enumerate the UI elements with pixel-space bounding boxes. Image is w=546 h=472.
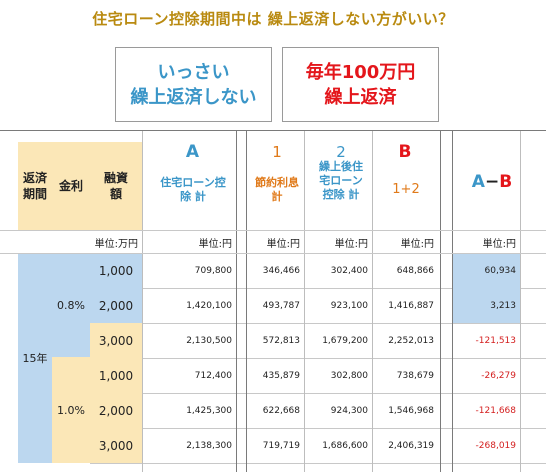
unit-man-yen: 単位:万円 bbox=[94, 239, 138, 250]
option-prepay-box: 毎年100万円 繰上返済 bbox=[282, 47, 439, 122]
col-diff-b: B bbox=[499, 172, 513, 192]
divider-1 bbox=[246, 130, 247, 472]
row-divider bbox=[90, 288, 546, 289]
header-financing: 融資額 bbox=[90, 142, 142, 230]
cell-a: 712,400 bbox=[194, 370, 232, 381]
cell-c2: 923,100 bbox=[330, 300, 368, 311]
row-divider bbox=[90, 393, 546, 394]
row-divider bbox=[90, 358, 546, 359]
cell-c1: 622,668 bbox=[262, 405, 300, 416]
col-diff-header: A−B bbox=[452, 172, 532, 192]
unit-col-b: 単位:円 bbox=[400, 239, 434, 250]
row-divider bbox=[90, 463, 546, 464]
cell-diff: -121,513 bbox=[475, 335, 516, 346]
cell-b: 1,416,887 bbox=[388, 300, 434, 311]
option-a-line1: いっさい bbox=[157, 61, 230, 83]
unit-bottom-line bbox=[0, 253, 546, 254]
amount-cell: 1,000 bbox=[90, 358, 142, 393]
col-2-letter: 2 bbox=[336, 143, 346, 161]
amount-cell: 1,000 bbox=[90, 253, 142, 288]
divider-3 bbox=[372, 130, 373, 472]
cell-c2: 924,300 bbox=[330, 405, 368, 416]
page-title: 住宅ローン控除期間中は 繰上返済しない方がいい？ bbox=[92, 10, 454, 28]
cell-b: 738,679 bbox=[396, 370, 434, 381]
divider-amount bbox=[142, 130, 143, 472]
divider-right bbox=[520, 130, 521, 472]
col-b-label: 1+2 bbox=[392, 182, 420, 197]
row-divider bbox=[90, 323, 546, 324]
col-diff-dash: − bbox=[484, 172, 500, 192]
option-b-line1: 毎年100万円 bbox=[305, 61, 416, 83]
unit-col-2: 単位:円 bbox=[334, 239, 368, 250]
option-a-line2: 繰上返済しない bbox=[130, 86, 257, 108]
col-1-label: 節約利息 計 bbox=[255, 176, 299, 203]
cell-a: 1,420,100 bbox=[186, 300, 232, 311]
cell-b: 648,866 bbox=[396, 265, 434, 276]
amount-cell: 3,000 bbox=[90, 428, 142, 463]
cell-c1: 719,719 bbox=[262, 440, 300, 451]
cell-a: 1,425,300 bbox=[186, 405, 232, 416]
header-rate: 金利 bbox=[52, 142, 90, 230]
cell-diff: 3,213 bbox=[452, 288, 520, 323]
unit-col-diff: 単位:円 bbox=[482, 239, 516, 250]
cell-diff: -268,019 bbox=[475, 440, 516, 451]
col-diff-a: A bbox=[471, 172, 485, 192]
cell-a: 2,138,300 bbox=[186, 440, 232, 451]
cell-a: 2,130,500 bbox=[186, 335, 232, 346]
row-divider bbox=[90, 428, 546, 429]
option-b-line2: 繰上返済 bbox=[324, 86, 397, 108]
cell-b: 1,546,968 bbox=[388, 405, 434, 416]
col-1-letter: 1 bbox=[272, 143, 282, 161]
amount-cell: 2,000 bbox=[90, 288, 142, 323]
unit-col-a: 単位:円 bbox=[198, 239, 232, 250]
divider-a bbox=[236, 130, 237, 472]
col-b-letter: B bbox=[398, 142, 412, 162]
amount-cell: 2,000 bbox=[90, 393, 142, 428]
cell-diff: 60,934 bbox=[452, 253, 520, 288]
cell-diff: -121,668 bbox=[475, 405, 516, 416]
unit-col-1: 単位:円 bbox=[266, 239, 300, 250]
divider-diff bbox=[452, 130, 453, 472]
divider-2 bbox=[304, 130, 305, 472]
cell-c1: 572,813 bbox=[262, 335, 300, 346]
cell-c1: 346,466 bbox=[262, 265, 300, 276]
cell-c2: 302,400 bbox=[330, 265, 368, 276]
cell-c1: 493,787 bbox=[262, 300, 300, 311]
rate-cell-1: 0.8% bbox=[52, 253, 90, 357]
cell-b: 2,406,319 bbox=[388, 440, 434, 451]
period-cell: 15年 bbox=[18, 253, 52, 463]
cell-c2: 1,679,200 bbox=[322, 335, 368, 346]
option-no-prepay-box: いっさい 繰上返済しない bbox=[115, 47, 272, 122]
header-top-line bbox=[0, 130, 546, 131]
amount-cell: 3,000 bbox=[90, 323, 142, 358]
header-bottom-line bbox=[0, 230, 546, 231]
cell-b: 2,252,013 bbox=[388, 335, 434, 346]
cell-c2: 1,686,600 bbox=[322, 440, 368, 451]
divider-b bbox=[440, 130, 441, 472]
col-a-letter: A bbox=[185, 142, 200, 162]
cell-diff: -26,279 bbox=[481, 370, 516, 381]
col-a-label: 住宅ローン控除 計 bbox=[160, 176, 226, 203]
cell-c1: 435,879 bbox=[262, 370, 300, 381]
col-2-label: 繰上後住宅ローン控除 計 bbox=[319, 160, 363, 201]
cell-c2: 302,800 bbox=[330, 370, 368, 381]
cell-a: 709,800 bbox=[194, 265, 232, 276]
rate-cell-2: 1.0% bbox=[52, 357, 90, 463]
header-period: 返済期間 bbox=[18, 142, 52, 230]
